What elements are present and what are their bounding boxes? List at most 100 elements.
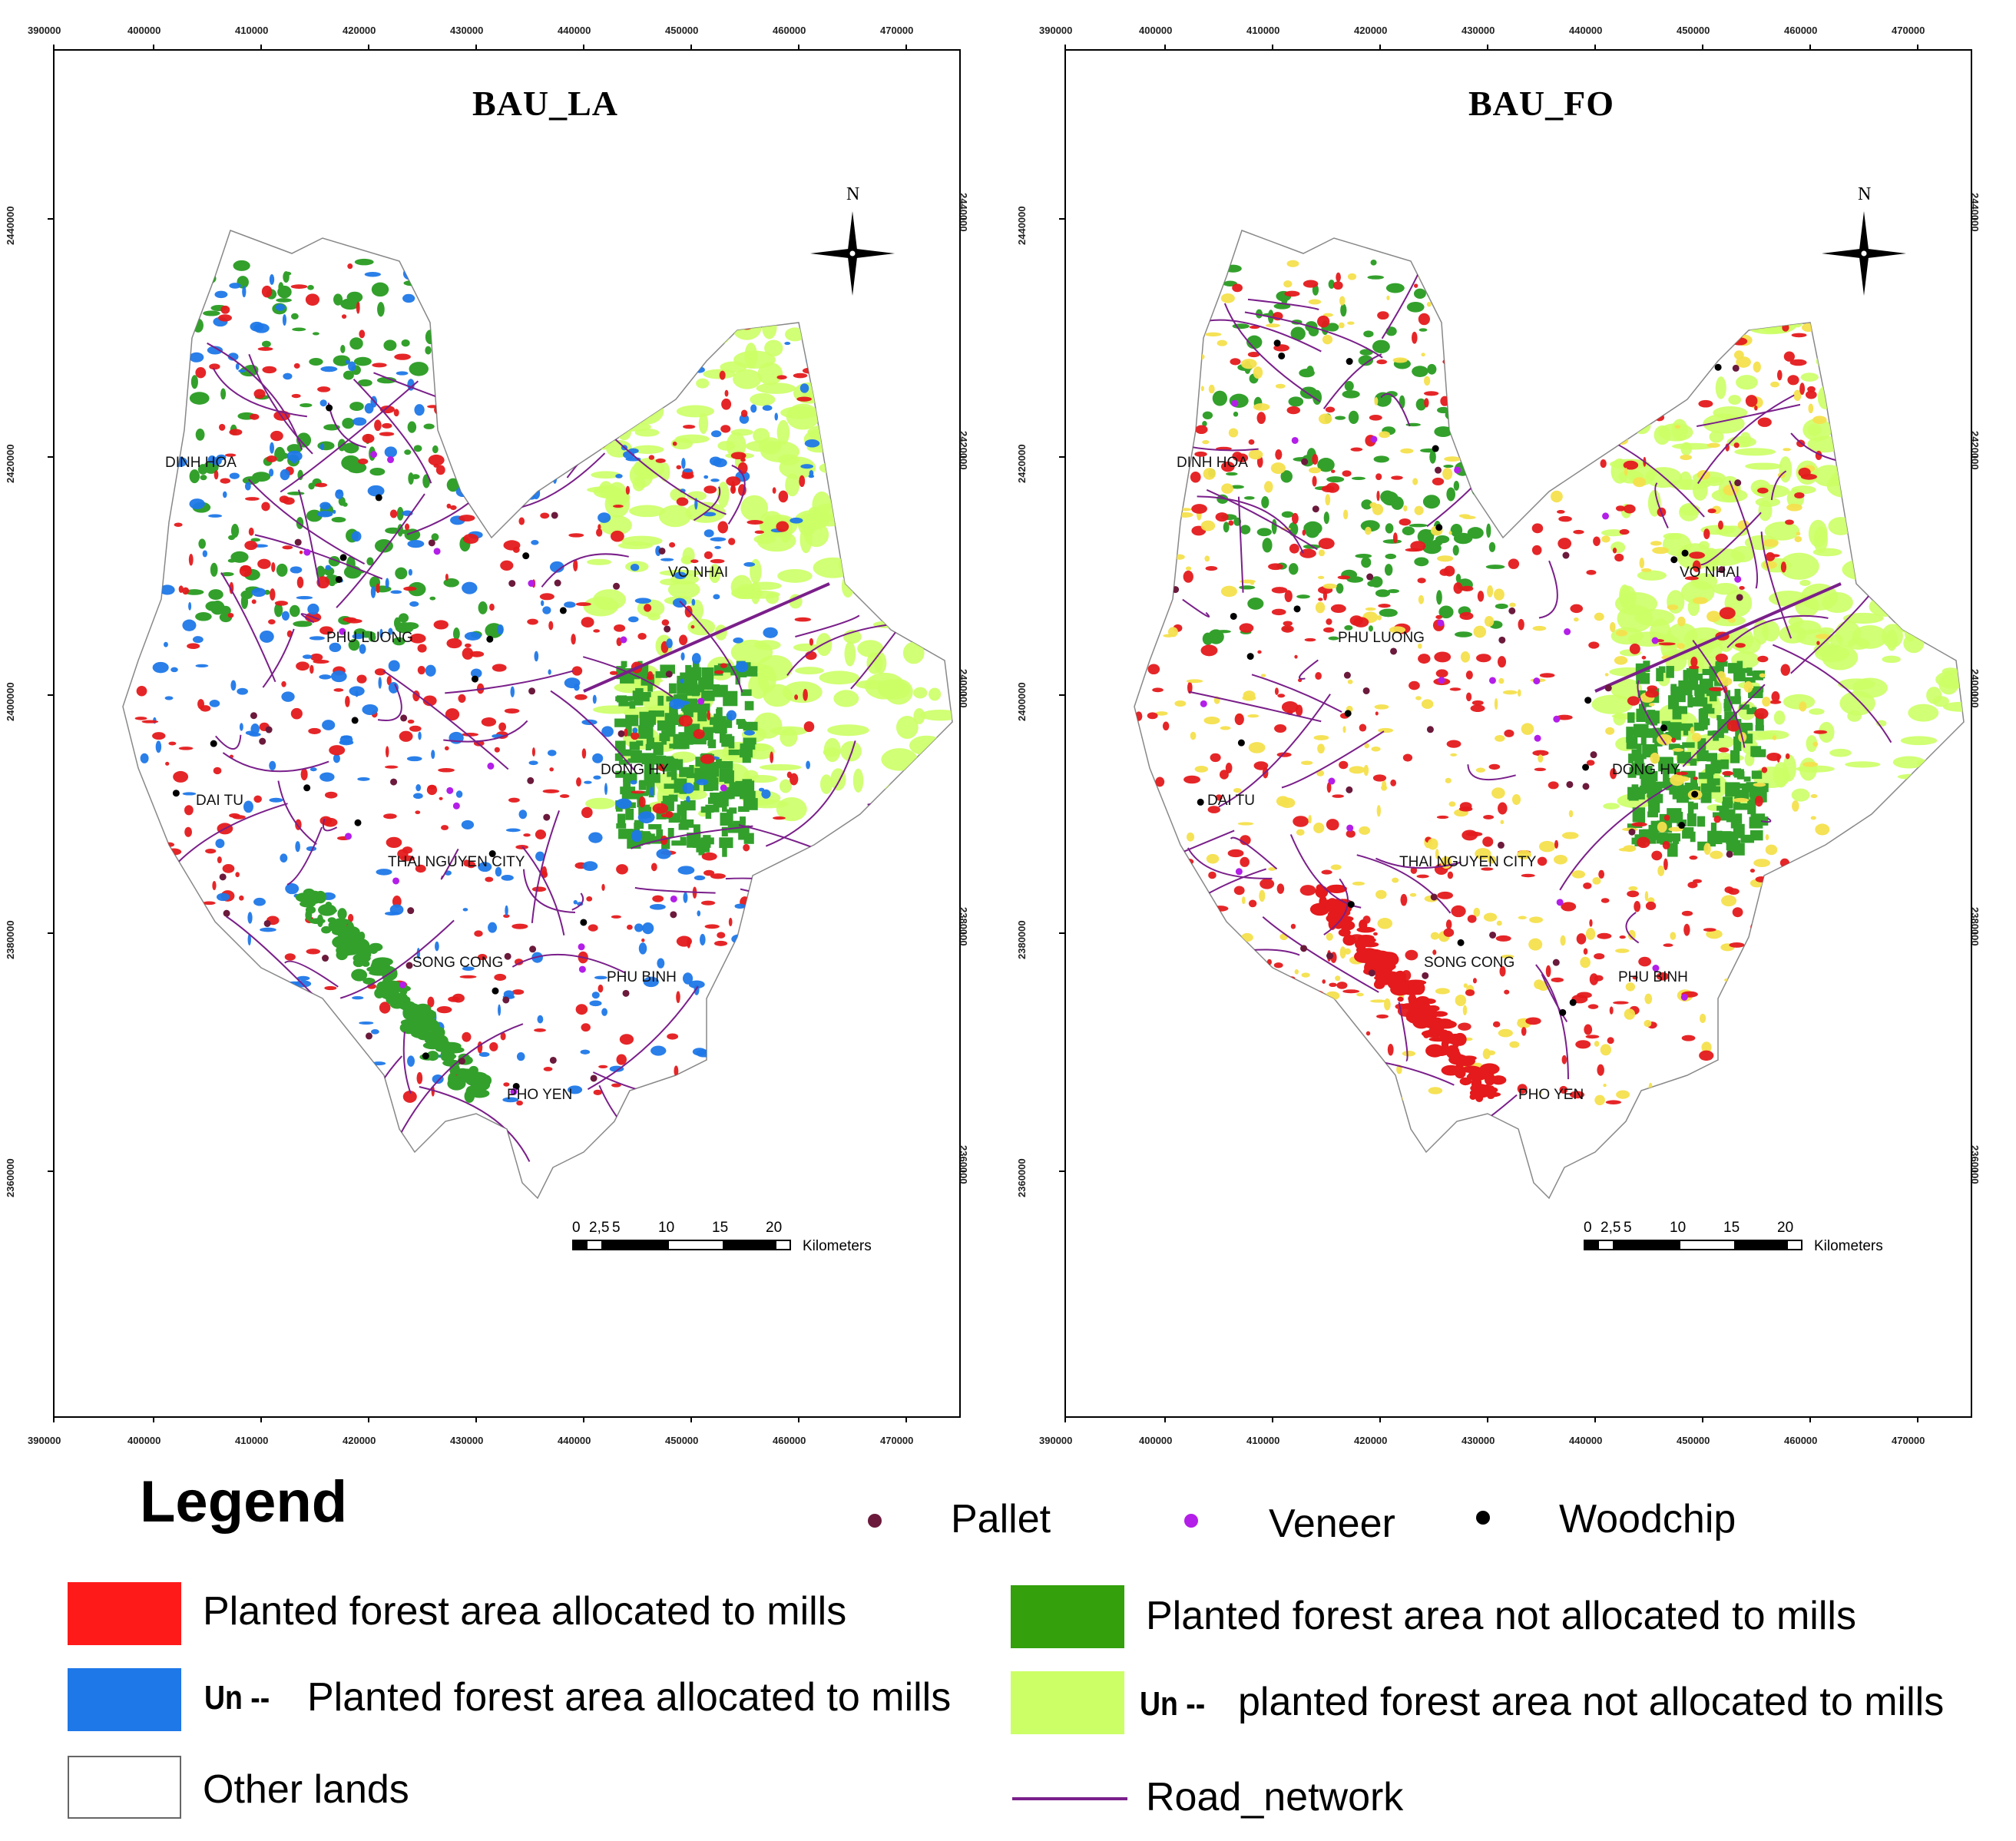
x-tick-label: 420000	[1354, 1435, 1388, 1446]
place-label: THAI NGUYEN CITY	[388, 854, 525, 870]
north-label: N	[1858, 184, 1872, 204]
scale-tick-label: 2,5	[589, 1220, 610, 1236]
place-label: SONG CONG	[1424, 955, 1515, 971]
swatch-allocated	[68, 1582, 181, 1645]
y-tick-label: 2380000	[5, 920, 16, 959]
y-tick-label: 2400000	[958, 669, 969, 708]
scale-bar-segments	[1584, 1240, 1802, 1250]
place-label: PHU LUONG	[326, 630, 413, 646]
legend-not-allocated-label: Planted forest area not allocated to mil…	[1146, 1594, 1856, 1638]
x-tick-label: 390000	[28, 1435, 61, 1446]
place-label: DONG HY	[1612, 762, 1680, 778]
x-tick-label: 430000	[1462, 1435, 1495, 1446]
scale-tick-label: 20	[1777, 1220, 1794, 1236]
north-label: N	[846, 184, 860, 204]
legend-other-lands-label: Other lands	[203, 1767, 409, 1812]
legend-pallet-label: Pallet	[951, 1497, 1051, 1541]
place-label: DINH HOA	[1177, 455, 1248, 471]
x-tick-label: 410000	[235, 25, 269, 36]
road-network-line-icon	[1012, 1797, 1127, 1800]
map-frame	[1059, 45, 1978, 1422]
place-label: PHU BINH	[607, 969, 677, 985]
y-tick-label: 2440000	[5, 206, 16, 245]
swatch-un-allocated	[68, 1668, 181, 1731]
scale-tick-label: 5	[1624, 1220, 1632, 1236]
legend-allocated-label: Planted forest area allocated to mills	[203, 1589, 847, 1634]
x-tick-label: 460000	[1784, 25, 1818, 36]
x-tick-label: 400000	[127, 1435, 161, 1446]
y-tick-label: 2380000	[1016, 920, 1028, 959]
swatch-un-not-allocated	[1011, 1671, 1124, 1734]
x-tick-label: 470000	[1892, 1435, 1925, 1446]
place-label: PHO YEN	[1518, 1087, 1584, 1103]
x-tick-label: 430000	[1462, 25, 1495, 36]
place-label: DONG HY	[601, 762, 669, 778]
scale-unit-label: Kilometers	[803, 1238, 872, 1254]
y-tick-label: 2360000	[1969, 1145, 1981, 1184]
scale-unit-label: Kilometers	[1814, 1238, 1883, 1254]
scale-tick-label: 5	[612, 1220, 621, 1236]
map-panel-bau-la: BAU_LA 390000 390000 400000 400000 410000 410…	[0, 0, 991, 1452]
place-label: PHU BINH	[1618, 969, 1688, 985]
scale-tick-label: 20	[766, 1220, 783, 1236]
swatch-other-lands	[68, 1756, 181, 1819]
y-tick-label: 2420000	[1016, 444, 1028, 483]
legend-veneer-label: Veneer	[1269, 1502, 1395, 1546]
x-tick-label: 460000	[773, 1435, 806, 1446]
x-tick-label: 410000	[1246, 1435, 1280, 1446]
veneer-dot-icon	[1184, 1514, 1198, 1528]
x-tick-label: 450000	[1677, 1435, 1710, 1446]
legend-un-allocated-label: Planted forest area allocated to mills	[307, 1675, 952, 1720]
x-tick-label: 400000	[127, 25, 161, 36]
legend-un-prefix: Un --	[204, 1679, 270, 1717]
place-label: SONG CONG	[412, 955, 504, 971]
x-tick-label: 430000	[450, 1435, 484, 1446]
place-label: THAI NGUYEN CITY	[1399, 854, 1537, 870]
x-tick-label: 430000	[450, 25, 484, 36]
y-tick-label: 2400000	[1969, 669, 1981, 708]
y-tick-label: 2420000	[1969, 431, 1981, 470]
pallet-dot-icon	[868, 1514, 882, 1528]
x-tick-label: 470000	[1892, 25, 1925, 36]
y-tick-label: 2420000	[5, 444, 16, 483]
map-panel-bau-fo: BAU_FO 390000 390000 400000 400000 410000 410…	[1011, 0, 2002, 1452]
scale-tick-label: 15	[712, 1220, 729, 1236]
scale-bar: 0 2,5 5 10 15 20 Kilometers	[572, 1220, 895, 1266]
map-title: BAU_FO	[1468, 84, 1614, 123]
legend-title: Legend	[140, 1469, 348, 1535]
y-tick-label: 2360000	[958, 1145, 969, 1184]
scale-tick-label: 15	[1723, 1220, 1740, 1236]
x-tick-label: 460000	[1784, 1435, 1818, 1446]
map-frame	[48, 45, 966, 1422]
x-tick-label: 450000	[1677, 25, 1710, 36]
x-tick-label: 450000	[665, 1435, 699, 1446]
x-tick-label: 470000	[880, 1435, 914, 1446]
x-tick-label: 410000	[235, 1435, 269, 1446]
scale-tick-label: 0	[572, 1220, 581, 1236]
legend: Legend Pallet Veneer Woodchip Planted fo…	[0, 1452, 2016, 1841]
x-tick-label: 400000	[1139, 25, 1173, 36]
north-arrow-icon: N	[806, 184, 899, 296]
scale-bar-segments	[572, 1240, 791, 1250]
legend-woodchip-label: Woodchip	[1559, 1497, 1736, 1541]
scale-tick-label: 10	[658, 1220, 675, 1236]
x-tick-label: 440000	[558, 25, 591, 36]
place-label: VO NHAI	[1680, 565, 1740, 581]
x-tick-label: 390000	[28, 25, 61, 36]
place-label: DAI TU	[1207, 793, 1255, 809]
x-tick-label: 450000	[665, 25, 699, 36]
north-arrow-icon: N	[1818, 184, 1910, 296]
y-tick-label: 2420000	[958, 431, 969, 470]
y-tick-label: 2400000	[5, 682, 16, 721]
scale-bar: 0 2,5 5 10 15 20 Kilometers	[1584, 1220, 1906, 1266]
y-tick-label: 2360000	[1016, 1158, 1028, 1197]
x-tick-label: 420000	[343, 1435, 376, 1446]
place-label: DINH HOA	[165, 455, 237, 471]
scale-tick-label: 10	[1670, 1220, 1687, 1236]
y-tick-label: 2440000	[1016, 206, 1028, 245]
x-tick-label: 420000	[343, 25, 376, 36]
legend-un-prefix: Un --	[1140, 1685, 1206, 1723]
legend-road-label: Road_network	[1146, 1775, 1404, 1819]
y-tick-label: 2380000	[1969, 907, 1981, 946]
y-tick-label: 2360000	[5, 1158, 16, 1197]
